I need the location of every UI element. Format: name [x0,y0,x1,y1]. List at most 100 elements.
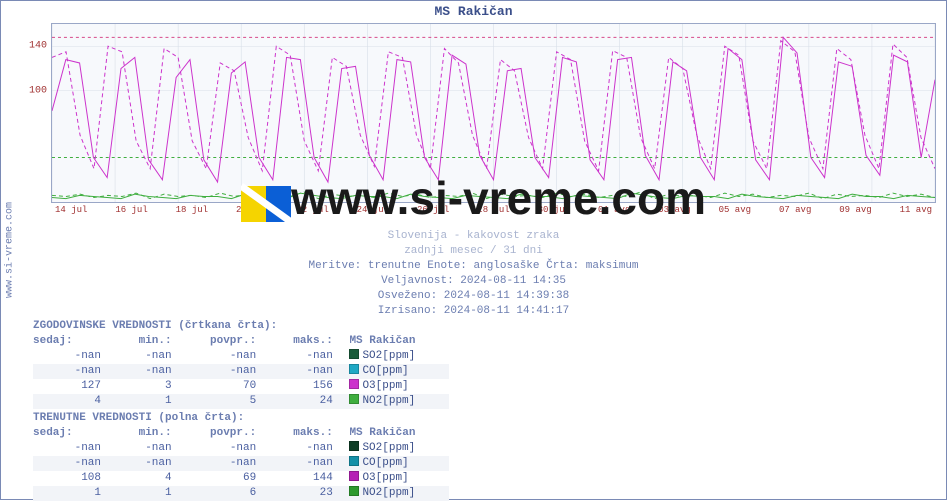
hdr-max: maks.: [263,334,333,349]
plot-area [51,23,936,203]
cell-min: 3 [108,379,172,394]
cell-max: -nan [263,441,333,456]
cell-avg: -nan [178,364,256,379]
x-tick: 11 avg [900,205,932,219]
cell-avg: -nan [178,456,256,471]
hdr-now: sedaj: [33,334,101,349]
table-row: -nan -nan -nan -nan CO[ppm] [33,364,449,379]
table-header-row: sedaj: min.: povpr.: maks.: MS Rakičan [33,334,449,349]
y-tick: 140 [29,40,47,51]
meta-refresh-label: Osveženo: [378,290,437,302]
meta-country: Slovenija [388,230,447,242]
cell-now: 127 [33,379,101,394]
table-row: -nan -nan -nan -nan SO2[ppm] [33,349,449,364]
hdr-station: MS Rakičan [339,334,449,349]
x-tick: 16 jul [115,205,147,219]
x-tick: 07 avg [779,205,811,219]
cell-max: 24 [263,394,333,409]
meta-refresh-value: 2024-08-11 14:39:38 [444,290,569,302]
cell-max: -nan [263,456,333,471]
hdr-max: maks.: [263,426,333,441]
x-tick: 01 avg [598,205,630,219]
cell-min: -nan [108,441,172,456]
cell-param: SO2[ppm] [339,349,449,364]
x-tick: 30 jul [538,205,570,219]
cell-min: -nan [108,349,172,364]
cell-min: 1 [108,394,172,409]
cell-max: -nan [263,349,333,364]
hdr-now: sedaj: [33,426,101,441]
cell-max: 156 [263,379,333,394]
x-tick: 28 jul [477,205,509,219]
meta-valid-value: 2024-08-11 14:35 [460,275,566,287]
cell-min: -nan [108,364,172,379]
hdr-station: MS Rakičan [339,426,449,441]
hdr-min: min.: [108,426,172,441]
table-row: -nan -nan -nan -nan CO[ppm] [33,456,449,471]
cell-param: O3[ppm] [339,471,449,486]
meta-topic: kakovost zraka [467,230,559,242]
cell-param: NO2[ppm] [339,394,449,409]
cell-avg: 6 [178,486,256,501]
table-row: 4 1 5 24 NO2[ppm] [33,394,449,409]
color-swatch [349,379,359,389]
line-chart-svg [52,24,935,202]
cell-param: CO[ppm] [339,364,449,379]
x-tick: 14 jul [55,205,87,219]
cell-max: 144 [263,471,333,486]
hdr-min: min.: [108,334,172,349]
cell-now: -nan [33,441,101,456]
cell-avg: 70 [178,379,256,394]
cell-now: 4 [33,394,101,409]
meta-drawn-label: Izrisano: [378,305,437,317]
cell-avg: 5 [178,394,256,409]
y-tick: 100 [29,85,47,96]
cell-max: -nan [263,364,333,379]
cell-max: 23 [263,486,333,501]
table-row: 1 1 6 23 NO2[ppm] [33,486,449,501]
hist-section-title: ZGODOVINSKE VREDNOSTI (črtkana črta): [33,319,449,334]
x-axis: 14 jul 16 jul 18 jul 20 jul 22 jul 24 jul 26 j… [51,205,936,219]
x-tick: 20 jul [236,205,268,219]
meta-range: zadnji mesec / 31 dni [1,244,946,259]
cell-min: 4 [108,471,172,486]
cell-now: 108 [33,471,101,486]
x-tick: 09 avg [839,205,871,219]
color-swatch [349,364,359,374]
color-swatch [349,394,359,404]
meta-block: Slovenija - kakovost zraka zadnji mesec … [1,229,946,319]
curr-section-title: TRENUTNE VREDNOSTI (polna črta): [33,411,449,426]
x-tick: 18 jul [176,205,208,219]
chart-container: www.si-vreme.com MS Rakičan 100140 14 ju… [0,0,947,500]
color-swatch [349,349,359,359]
hdr-avg: povpr.: [178,426,256,441]
x-tick: 26 jul [417,205,449,219]
cell-param: SO2[ppm] [339,441,449,456]
x-tick: 05 avg [719,205,751,219]
cell-min: -nan [108,456,172,471]
table-row: 108 4 69 144 O3[ppm] [33,471,449,486]
color-swatch [349,456,359,466]
x-tick: 24 jul [357,205,389,219]
x-tick: 03 avg [658,205,690,219]
cell-now: 1 [33,486,101,501]
meta-settings: Meritve: trenutne Enote: anglosaške Črta… [1,259,946,274]
cell-param: NO2[ppm] [339,486,449,501]
x-tick: 22 jul [296,205,328,219]
cell-min: 1 [108,486,172,501]
cell-avg: -nan [178,441,256,456]
table-header-row: sedaj: min.: povpr.: maks.: MS Rakičan [33,426,449,441]
hdr-avg: povpr.: [178,334,256,349]
cell-now: -nan [33,456,101,471]
cell-param: O3[ppm] [339,379,449,394]
cell-param: CO[ppm] [339,456,449,471]
cell-now: -nan [33,364,101,379]
color-swatch [349,441,359,451]
color-swatch [349,486,359,496]
chart-title: MS Rakičan [1,4,946,19]
cell-avg: -nan [178,349,256,364]
cell-now: -nan [33,349,101,364]
table-row: 127 3 70 156 O3[ppm] [33,379,449,394]
table-row: -nan -nan -nan -nan SO2[ppm] [33,441,449,456]
value-tables: ZGODOVINSKE VREDNOSTI (črtkana črta): se… [33,317,449,501]
